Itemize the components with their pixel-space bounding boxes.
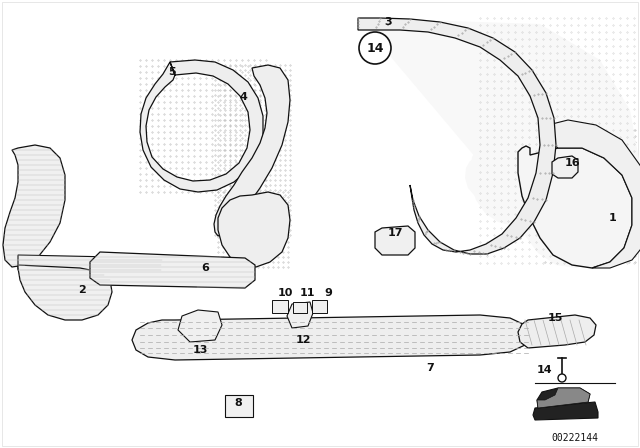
Polygon shape: [18, 255, 162, 275]
Polygon shape: [375, 226, 415, 255]
Bar: [225, 395, 253, 417]
Polygon shape: [3, 145, 65, 267]
Polygon shape: [358, 18, 640, 268]
Circle shape: [558, 374, 566, 382]
Polygon shape: [533, 402, 598, 420]
Text: 16: 16: [565, 158, 581, 168]
Polygon shape: [140, 60, 263, 192]
Polygon shape: [542, 120, 640, 268]
Bar: [293, 302, 307, 313]
Text: 8: 8: [234, 398, 242, 408]
Text: 13: 13: [192, 345, 208, 355]
Text: 1: 1: [609, 213, 617, 223]
Circle shape: [359, 32, 391, 64]
Polygon shape: [552, 156, 578, 178]
Text: 00222144: 00222144: [552, 433, 598, 443]
Bar: [272, 300, 288, 313]
Text: 2: 2: [78, 285, 86, 295]
Polygon shape: [537, 388, 590, 408]
Bar: [312, 300, 327, 313]
Text: 15: 15: [547, 313, 563, 323]
Text: 11: 11: [300, 288, 315, 298]
Polygon shape: [537, 388, 590, 408]
Text: 12: 12: [295, 335, 311, 345]
Text: 5: 5: [168, 67, 176, 77]
Polygon shape: [18, 265, 112, 320]
Text: 10: 10: [277, 288, 292, 298]
Text: 9: 9: [324, 288, 332, 298]
Polygon shape: [358, 18, 556, 254]
Text: 4: 4: [239, 92, 247, 102]
Polygon shape: [214, 65, 290, 236]
Polygon shape: [132, 315, 530, 360]
Polygon shape: [218, 192, 290, 267]
Text: 14: 14: [366, 42, 384, 55]
Polygon shape: [518, 315, 596, 348]
Polygon shape: [90, 252, 255, 288]
Text: 14: 14: [537, 365, 553, 375]
Text: 3: 3: [384, 17, 392, 27]
Text: 6: 6: [201, 263, 209, 273]
Text: 7: 7: [426, 363, 434, 373]
Text: 17: 17: [387, 228, 403, 238]
Polygon shape: [287, 302, 313, 328]
Polygon shape: [518, 146, 632, 268]
Polygon shape: [178, 310, 222, 342]
